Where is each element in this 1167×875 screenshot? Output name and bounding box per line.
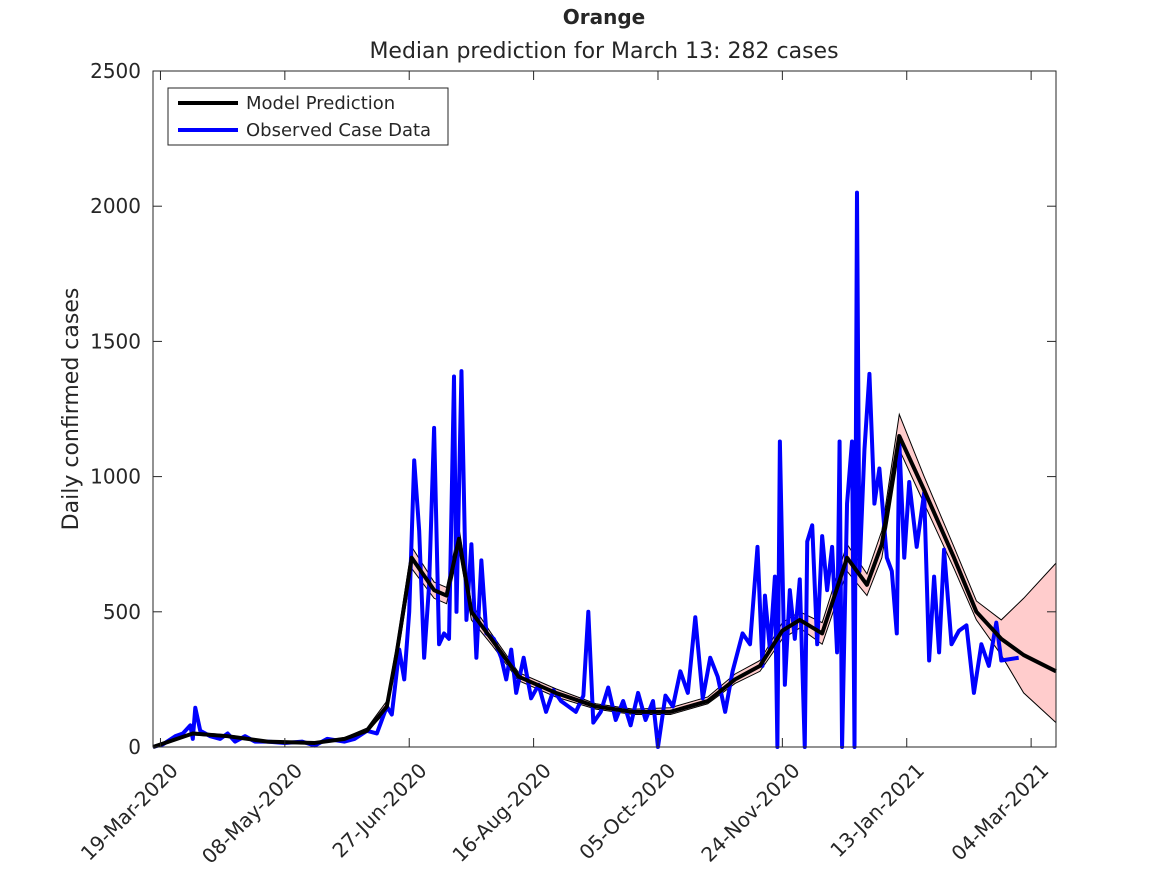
y-tick-label: 0 [128, 735, 141, 759]
legend-label: Observed Case Data [246, 120, 431, 141]
y-tick-label: 500 [103, 600, 141, 624]
y-axis-label: Daily confirmed cases [59, 288, 84, 531]
y-tick-label: 1000 [90, 465, 141, 489]
series-line [152, 434, 1057, 749]
legend-box [167, 87, 449, 146]
y-tick-label: 2000 [90, 194, 141, 218]
plot-frame [152, 70, 1057, 748]
legend-label: Model Prediction [246, 93, 395, 114]
y-tick-label: 2500 [90, 59, 141, 83]
series-line [152, 190, 1019, 749]
y-tick-label: 1500 [90, 329, 141, 353]
chart-subtitle: Median prediction for March 13: 282 case… [369, 39, 838, 64]
chart-title: Orange [563, 5, 645, 29]
